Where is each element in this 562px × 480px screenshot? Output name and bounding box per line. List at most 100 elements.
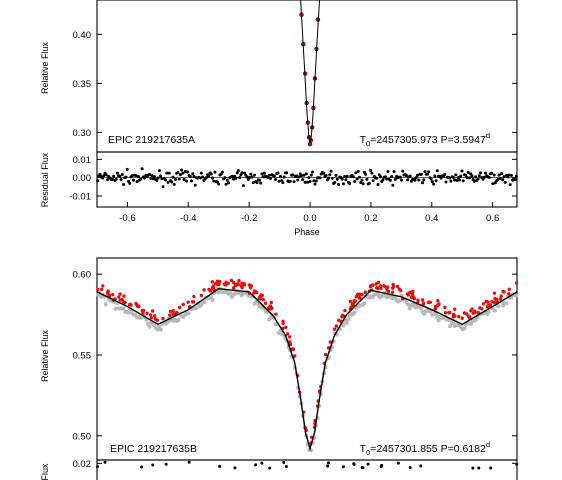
bottom-gray-point-217 [446,318,451,323]
bottom-red-point-187 [231,280,236,285]
bottom-panel-star-label: EPIC 219217635B [110,443,197,455]
bottom-red-point-259 [374,282,378,286]
top-residual-point-325 [497,173,501,177]
top-residual-point-7 [104,173,108,177]
top-residual-point-174 [311,170,315,174]
bottom-red-point-186 [355,292,360,297]
bottom-gray-point-56 [186,311,191,316]
top-residual-point-70 [182,177,186,181]
top-residual-point-239 [391,183,395,187]
top-residual-point-292 [456,176,460,180]
bottom-red-point-68 [499,297,503,301]
bottom-gray-point-192 [405,302,410,307]
top-residual-point-125 [250,175,254,179]
bottom-gray-point-43 [165,320,170,325]
top-residual-point-308 [476,177,480,181]
bottom-red-point-254 [376,286,380,291]
top-panel-ylabel: Relative Flux [40,41,50,94]
bottom-red-point-181 [334,324,339,328]
top-residual-point-301 [467,176,471,180]
top-residual-point-278 [439,176,443,180]
bottom-residual-point-7 [282,460,286,464]
bottom-red-point-146 [168,309,173,314]
top-residual-point-298 [464,173,468,177]
top-residual-point-231 [381,178,385,182]
top-residual-point-241 [393,177,397,181]
top-residual-xtick-label-2: -0.2 [241,213,257,224]
top-residual-point-93 [211,176,214,180]
top-residual-point-220 [367,181,371,185]
bottom-gray-point-38 [157,324,162,329]
bottom-ytick-label-0: 0.50 [73,431,92,442]
bottom-panel-ticks: 0.50 0.55 0.60 [73,270,517,442]
top-residual-point-71 [183,169,187,173]
bottom-gray-point-45 [168,318,173,323]
bottom-red-point-229 [507,292,511,296]
top-residual-point-109 [230,174,234,178]
top-residual-point-123 [248,176,252,180]
bottom-red-point-178 [101,284,105,288]
bottom-red-point-83 [410,292,415,297]
bottom-red-point-42 [237,278,241,283]
bottom-gray-point-253 [504,301,509,306]
bottom-red-point-125 [202,288,206,292]
bottom-residual-point-23 [471,466,475,470]
bottom-red-point-45 [168,313,172,317]
bottom-residual-ytick-label-0: 0.02 [73,459,92,470]
bottom-residual-point-2 [140,465,144,469]
bottom-red-point-209 [281,319,285,324]
bottom-red-point-245 [492,300,496,305]
bottom-residual-point-12 [260,461,264,465]
top-residual-point-15 [114,177,118,181]
top-residual-point-227 [376,182,380,186]
top-residual-point-166 [301,178,305,182]
top-residual-point-201 [344,178,348,182]
top-residual-ytick-label-1: 0.00 [73,173,92,184]
bottom-red-point-29 [118,292,122,296]
bottom-red-point-193 [236,282,240,286]
bottom-residual-point-4 [164,462,168,466]
top-residual-point-253 [408,174,412,178]
top-residual-ytick-label-2: 0.01 [73,155,92,166]
bottom-red-point-175 [360,292,364,297]
top-panel-frame [96,0,518,153]
top-residual-point-98 [217,182,221,186]
top-residual-point-329 [502,175,506,179]
bottom-residual-point-27 [515,462,519,466]
bottom-panel-ephemeris: T0=2457301.855 P=0.6182d [360,440,490,457]
bottom-red-point-240 [253,289,258,294]
top-residual-point-172 [308,180,312,184]
top-residual-point-126 [251,181,255,185]
top-residual-point-195 [337,183,340,187]
bottom-red-point-129 [412,296,417,301]
top-residual-point-259 [416,173,420,177]
top-residual-point-281 [443,173,447,177]
top-residual-point-52 [160,177,164,181]
top-residual-point-167 [302,173,306,177]
bottom-red-point-113 [128,302,132,307]
top-residual-point-188 [328,173,332,177]
bottom-gray-point-66 [202,300,207,305]
top-residual-point-175 [312,179,316,183]
top-residual-point-251 [406,178,410,182]
bottom-red-point-34 [148,313,153,317]
top-residual-point-229 [379,175,382,179]
top-residual-point-187 [327,176,331,180]
bottom-red-point-121 [448,310,452,315]
top-residual-point-212 [358,175,361,179]
top-residual-point-237 [388,178,392,182]
top-residual-point-158 [291,173,295,177]
bottom-red-point-250 [499,294,503,298]
bottom-red-point-4 [457,314,461,319]
bottom-red-point-132 [190,300,195,304]
top-residual-point-294 [459,174,463,178]
top-residual-point-271 [430,180,434,184]
bottom-gray-point-61 [194,306,199,311]
bottom-residual-point-10 [326,464,330,468]
top-residual-point-293 [458,178,462,182]
bottom-red-point-211 [257,296,261,301]
bottom-red-point-218 [242,282,246,287]
bottom-red-point-77 [328,340,333,344]
bottom-red-point-101 [492,291,497,295]
top-residual-point-153 [285,171,289,175]
